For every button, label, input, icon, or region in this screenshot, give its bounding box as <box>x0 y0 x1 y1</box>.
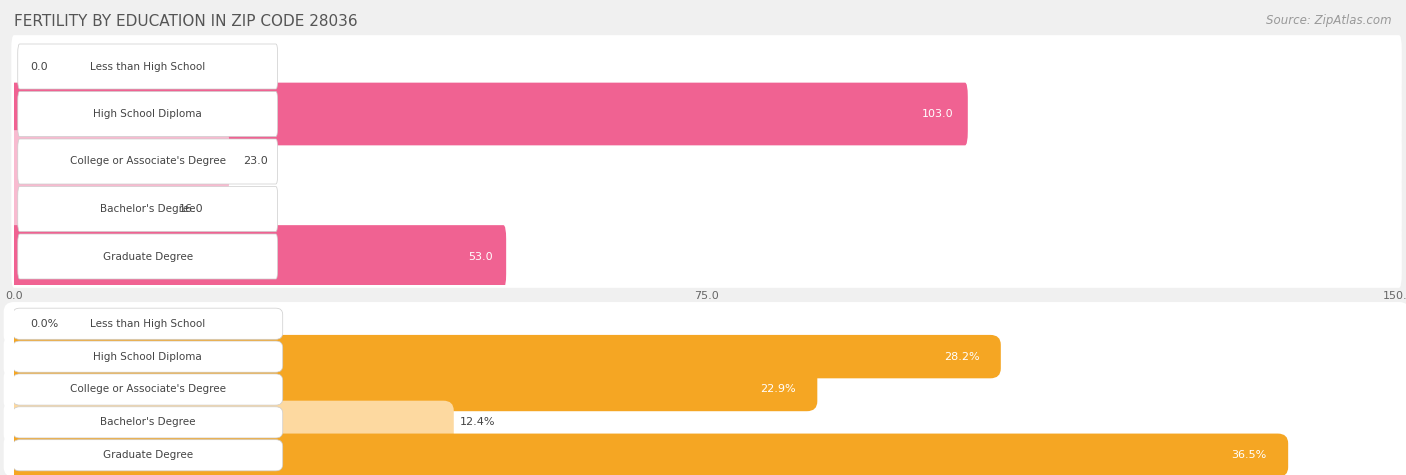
Text: 22.9%: 22.9% <box>761 384 796 395</box>
FancyBboxPatch shape <box>11 225 1402 288</box>
FancyBboxPatch shape <box>11 178 165 240</box>
Text: 12.4%: 12.4% <box>460 418 495 428</box>
FancyBboxPatch shape <box>18 92 277 136</box>
FancyBboxPatch shape <box>4 401 454 444</box>
Text: 28.2%: 28.2% <box>943 352 980 361</box>
FancyBboxPatch shape <box>4 401 1406 444</box>
Text: Bachelor's Degree: Bachelor's Degree <box>100 204 195 214</box>
FancyBboxPatch shape <box>18 139 277 184</box>
Text: Source: ZipAtlas.com: Source: ZipAtlas.com <box>1267 14 1392 27</box>
FancyBboxPatch shape <box>4 368 817 411</box>
Text: College or Associate's Degree: College or Associate's Degree <box>70 384 226 395</box>
FancyBboxPatch shape <box>11 225 506 288</box>
FancyBboxPatch shape <box>13 374 283 405</box>
Text: Less than High School: Less than High School <box>90 61 205 72</box>
Text: 53.0: 53.0 <box>468 251 492 262</box>
FancyBboxPatch shape <box>13 341 283 372</box>
Text: FERTILITY BY EDUCATION IN ZIP CODE 28036: FERTILITY BY EDUCATION IN ZIP CODE 28036 <box>14 14 357 29</box>
FancyBboxPatch shape <box>4 302 1406 345</box>
Text: Bachelor's Degree: Bachelor's Degree <box>100 418 195 428</box>
FancyBboxPatch shape <box>18 187 277 231</box>
FancyBboxPatch shape <box>11 130 229 193</box>
FancyBboxPatch shape <box>4 434 1406 475</box>
Text: 36.5%: 36.5% <box>1232 450 1267 460</box>
Text: Graduate Degree: Graduate Degree <box>103 251 193 262</box>
FancyBboxPatch shape <box>18 234 277 279</box>
FancyBboxPatch shape <box>4 434 1288 475</box>
Text: 16.0: 16.0 <box>179 204 202 214</box>
Text: High School Diploma: High School Diploma <box>93 352 202 361</box>
Text: 0.0: 0.0 <box>31 61 48 72</box>
FancyBboxPatch shape <box>11 178 1402 240</box>
FancyBboxPatch shape <box>13 440 283 471</box>
Text: 103.0: 103.0 <box>922 109 953 119</box>
FancyBboxPatch shape <box>11 130 1402 193</box>
FancyBboxPatch shape <box>18 44 277 89</box>
FancyBboxPatch shape <box>13 308 283 339</box>
Text: College or Associate's Degree: College or Associate's Degree <box>70 156 226 167</box>
FancyBboxPatch shape <box>13 407 283 438</box>
Text: High School Diploma: High School Diploma <box>93 109 202 119</box>
FancyBboxPatch shape <box>11 83 967 145</box>
Text: Less than High School: Less than High School <box>90 319 205 329</box>
Text: 23.0: 23.0 <box>243 156 267 167</box>
FancyBboxPatch shape <box>11 35 1402 98</box>
Text: 0.0%: 0.0% <box>31 319 59 329</box>
FancyBboxPatch shape <box>4 335 1406 378</box>
FancyBboxPatch shape <box>11 83 1402 145</box>
Text: Graduate Degree: Graduate Degree <box>103 450 193 460</box>
FancyBboxPatch shape <box>4 335 1001 378</box>
FancyBboxPatch shape <box>4 368 1406 411</box>
